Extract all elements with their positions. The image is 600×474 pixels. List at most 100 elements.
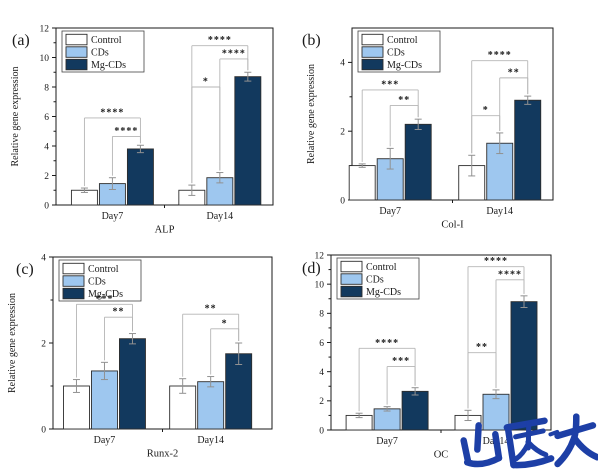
bar-Control-Day7 xyxy=(63,385,90,430)
bar-CDs-Day7 xyxy=(373,408,401,431)
gene-label: Col-I xyxy=(441,220,464,231)
watermark-logo xyxy=(460,413,598,469)
legend-label-CDs: CDs xyxy=(387,48,405,59)
significance-stars: ** xyxy=(476,342,488,353)
significance-stars: ** xyxy=(205,304,217,315)
legend-swatch-CDs xyxy=(62,275,85,287)
bar-Mg-CDs-Day7 xyxy=(404,123,432,201)
legend-label-CDs: CDs xyxy=(91,48,109,59)
legend-label-CDs: CDs xyxy=(366,275,384,286)
significance-stars: **** xyxy=(208,35,232,46)
bar-Mg-CDs-Day14 xyxy=(514,99,542,201)
x-category-label-Day14: Day14 xyxy=(197,435,224,446)
gene-label: OC xyxy=(434,450,449,461)
bar-CDs-Day14 xyxy=(482,393,510,431)
legend-swatch-CDs xyxy=(65,46,88,58)
panel-letter: (b) xyxy=(302,32,321,49)
bar-Control-Day7 xyxy=(348,165,376,201)
y-tick-label: 12 xyxy=(40,24,50,34)
panel-letter: (a) xyxy=(12,32,30,49)
bar-CDs-Day14 xyxy=(197,381,225,430)
x-category-label-Day7: Day7 xyxy=(376,436,398,447)
watermark-strokes xyxy=(460,413,598,469)
legend-label-Control: Control xyxy=(366,262,397,273)
x-category-label-Day7: Day7 xyxy=(379,206,401,217)
y-tick-label: 2 xyxy=(44,172,49,182)
gene-label: ALP xyxy=(155,225,175,236)
y-tick-label: 8 xyxy=(44,83,49,93)
legend-swatch-CDs xyxy=(361,46,384,58)
panel-letter: (c) xyxy=(16,261,34,278)
panel-letter: (d) xyxy=(302,260,321,277)
legend-label-Control: Control xyxy=(91,35,122,46)
gene-label: Runx-2 xyxy=(147,449,179,460)
bar-Mg-CDs-Day7 xyxy=(401,390,429,431)
y-axis-title: Relative gene expression xyxy=(10,67,21,167)
bar-Mg-CDs-Day14 xyxy=(510,301,538,431)
legend-label-Mg-CDs: Mg-CDs xyxy=(91,60,126,71)
y-tick-label: 2 xyxy=(340,128,345,138)
y-tick-label: 0 xyxy=(340,196,345,206)
y-tick-label: 0 xyxy=(41,425,46,435)
chart-svg-Col-I: 0 2 4 Relative gene expression Control CDsMg-… xyxy=(302,27,554,231)
y-tick-label: 4 xyxy=(44,142,49,152)
y-tick-label: 4 xyxy=(340,59,345,69)
significance-stars: * xyxy=(203,77,209,88)
y-tick-label: 8 xyxy=(319,310,324,320)
y-tick-label: 10 xyxy=(315,280,325,290)
legend-swatch-Control xyxy=(62,262,85,275)
significance-stars: ** xyxy=(112,307,124,318)
significance-stars: ** xyxy=(508,67,520,78)
significance-stars: **** xyxy=(100,107,124,118)
legend-swatch-Mg-CDs xyxy=(361,58,384,71)
y-tick-label: 10 xyxy=(40,54,50,64)
significance-stars: * xyxy=(483,105,489,116)
bar-Mg-CDs-Day14 xyxy=(225,353,253,430)
legend-label-Control: Control xyxy=(88,264,119,275)
chart-svg-Runx-2: 0 2 4 Relative gene expression Control CDsMg-… xyxy=(7,253,273,460)
legend-label-CDs: CDs xyxy=(88,277,106,288)
significance-stars: **** xyxy=(375,338,399,349)
legend-label-Control: Control xyxy=(387,35,418,46)
legend-swatch-CDs xyxy=(340,273,363,285)
panel-c-runx2-chart: 0 2 4 Relative gene expression Control CDs Mg-… xyxy=(0,237,300,474)
significance-stars: **** xyxy=(114,126,138,137)
panel-a-alp-chart: 0 2 4 6 8 10 12 Relative gene expression Control… xyxy=(0,0,300,237)
y-tick-label: 0 xyxy=(44,201,49,211)
y-tick-label: 0 xyxy=(319,426,324,436)
significance-stars: **** xyxy=(484,256,508,267)
bar-Mg-CDs-Day7 xyxy=(119,338,146,430)
legend-swatch-Mg-CDs xyxy=(62,287,85,300)
significance-stars: **** xyxy=(222,48,246,59)
y-tick-label: 6 xyxy=(319,339,324,349)
significance-stars: *** xyxy=(381,79,399,90)
legend-swatch-Mg-CDs xyxy=(340,285,363,298)
y-tick-label: 2 xyxy=(319,397,324,407)
y-tick-label: 4 xyxy=(319,368,324,378)
x-category-label-Day14: Day14 xyxy=(206,211,233,222)
significance-stars: * xyxy=(222,318,228,329)
significance-stars: **** xyxy=(498,269,522,280)
significance-stars: ** xyxy=(398,95,410,106)
y-tick-label: 2 xyxy=(41,339,46,349)
y-tick-label: 6 xyxy=(44,113,49,123)
significance-stars: **** xyxy=(488,50,512,61)
x-category-label-Day7: Day7 xyxy=(94,435,116,446)
legend-label-Mg-CDs: Mg-CDs xyxy=(366,287,401,298)
legend-swatch-Control xyxy=(340,260,363,273)
y-axis-title: Relative gene expression xyxy=(306,64,317,164)
bar-Mg-CDs-Day7 xyxy=(126,148,154,206)
chart-svg-OC: 024681012ControlCDsMg-CDs***************… xyxy=(302,251,552,461)
legend-label-Mg-CDs: Mg-CDs xyxy=(88,289,123,300)
y-tick-label: 4 xyxy=(41,253,46,263)
legend-swatch-Control xyxy=(65,33,88,46)
y-axis-title: Relative gene expression xyxy=(7,293,18,393)
x-category-label-Day7: Day7 xyxy=(102,211,124,222)
panel-d-oc-chart: 0 2 4 6 8 10 12 Control CDs Mg-CDs **** *** ** **** **… xyxy=(300,237,600,474)
legend-swatch-Mg-CDs xyxy=(65,58,88,71)
legend-label-Mg-CDs: Mg-CDs xyxy=(387,60,422,71)
legend-swatch-Control xyxy=(361,33,384,46)
bar-Mg-CDs-Day14 xyxy=(234,76,262,206)
significance-stars: *** xyxy=(392,356,410,367)
